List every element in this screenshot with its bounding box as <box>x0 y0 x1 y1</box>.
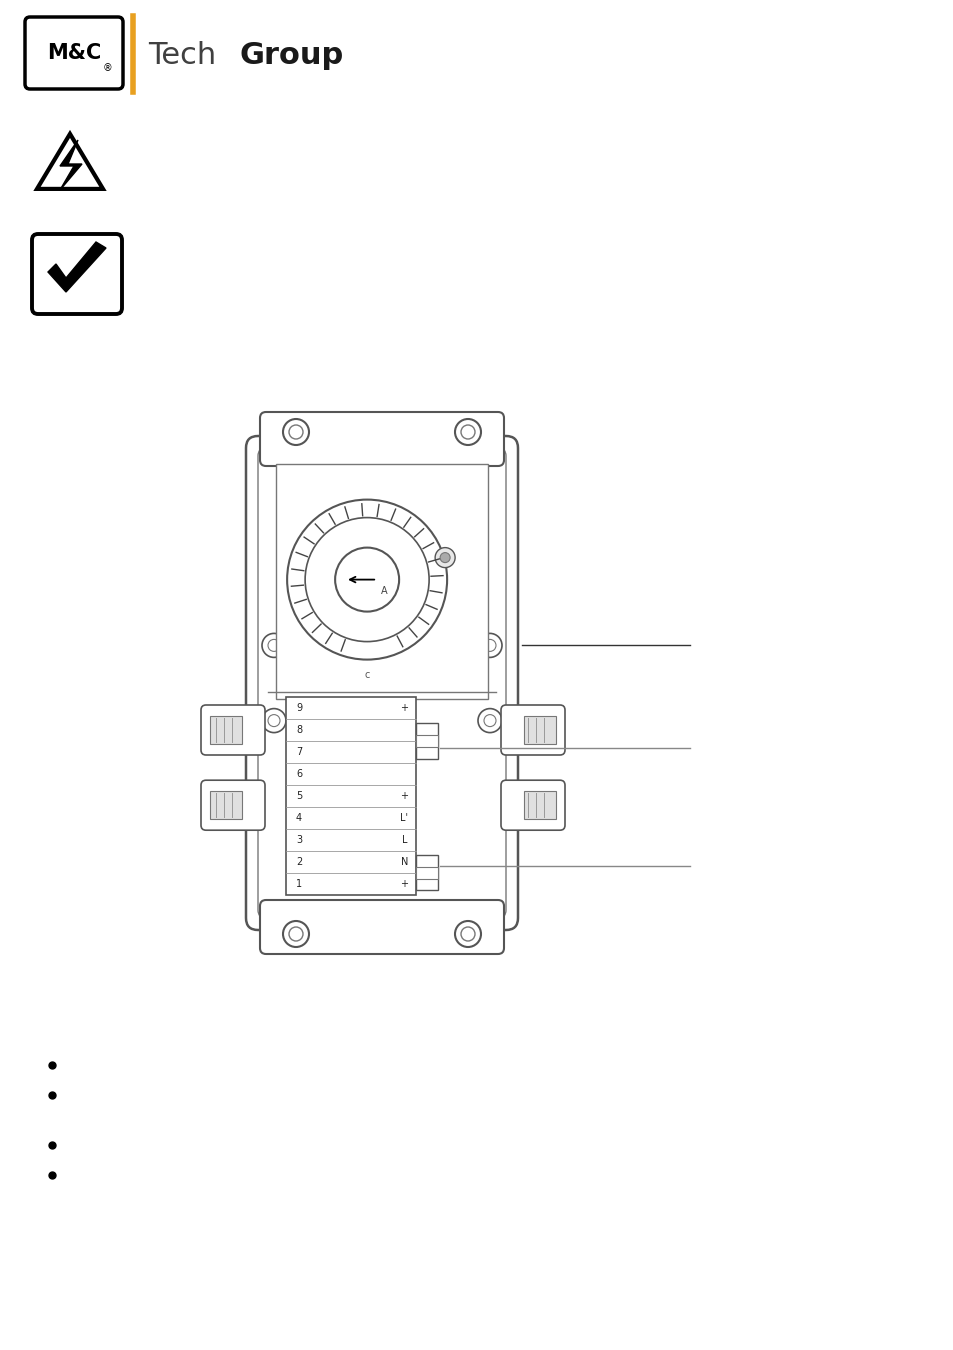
FancyBboxPatch shape <box>500 705 564 755</box>
Text: 1: 1 <box>295 879 302 888</box>
Bar <box>210 716 242 744</box>
Text: +: + <box>399 879 408 888</box>
Bar <box>286 697 416 895</box>
Text: +: + <box>399 703 408 713</box>
Text: L': L' <box>399 813 408 822</box>
Text: ®: ® <box>103 63 112 73</box>
Bar <box>275 464 488 699</box>
Bar <box>416 724 437 759</box>
FancyBboxPatch shape <box>201 780 265 830</box>
Circle shape <box>435 548 455 567</box>
Polygon shape <box>48 242 106 292</box>
Text: 8: 8 <box>295 725 302 734</box>
Circle shape <box>439 552 450 563</box>
Bar <box>523 716 556 744</box>
Polygon shape <box>60 140 82 190</box>
FancyBboxPatch shape <box>500 780 564 830</box>
FancyBboxPatch shape <box>32 234 122 315</box>
Bar <box>416 855 437 890</box>
Bar <box>210 791 242 819</box>
Text: 9: 9 <box>295 703 302 713</box>
FancyBboxPatch shape <box>260 412 503 466</box>
Text: 4: 4 <box>295 813 302 822</box>
Text: 7: 7 <box>295 747 302 757</box>
Bar <box>523 791 556 819</box>
Text: M&C: M&C <box>47 43 101 63</box>
FancyBboxPatch shape <box>246 436 517 930</box>
Text: +: + <box>399 791 408 801</box>
Text: Group: Group <box>240 40 344 69</box>
Text: 2: 2 <box>295 857 302 867</box>
Text: N: N <box>400 857 408 867</box>
FancyBboxPatch shape <box>257 448 505 918</box>
FancyBboxPatch shape <box>201 705 265 755</box>
Text: 5: 5 <box>295 791 302 801</box>
Text: A: A <box>380 586 387 595</box>
Text: 3: 3 <box>295 834 302 845</box>
Bar <box>416 734 437 747</box>
Text: Tech: Tech <box>148 40 216 69</box>
Text: L: L <box>402 834 408 845</box>
FancyBboxPatch shape <box>260 900 503 954</box>
Bar <box>416 867 437 879</box>
Text: 6: 6 <box>295 769 302 779</box>
Text: c: c <box>364 670 370 679</box>
FancyBboxPatch shape <box>25 18 123 89</box>
